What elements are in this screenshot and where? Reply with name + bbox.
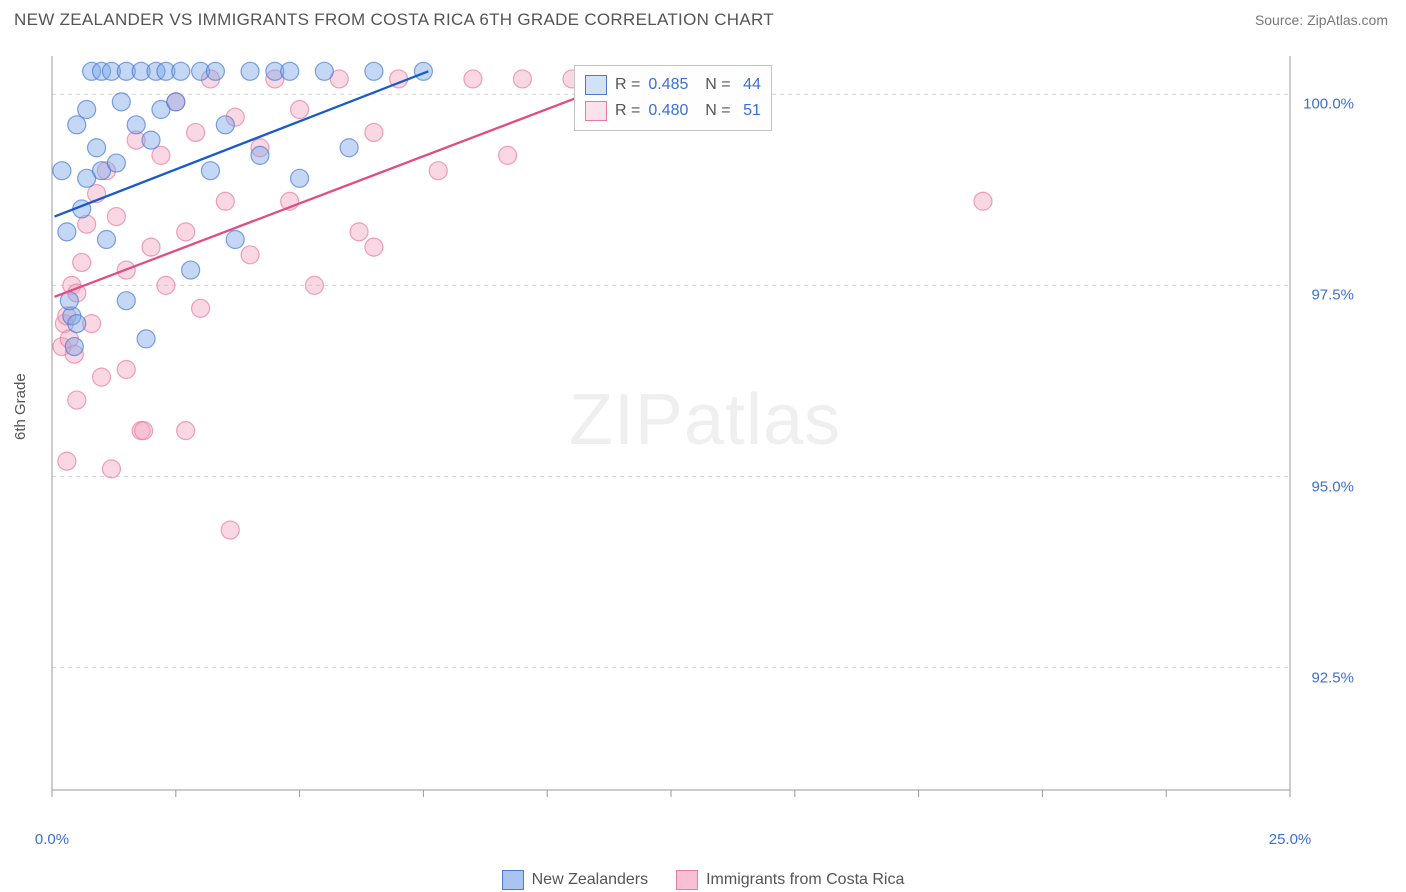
legend-correlation-row: R = 0.480 N = 51 xyxy=(585,98,761,124)
chart-container: 6th Grade ZIPatlas R = 0.485 N = 44R = 0… xyxy=(0,40,1406,860)
plot-area: ZIPatlas R = 0.485 N = 44R = 0.480 N = 5… xyxy=(50,50,1360,820)
x-tick-label: 0.0% xyxy=(35,831,69,848)
y-tick-label: 92.5% xyxy=(1311,669,1354,686)
scatter-chart xyxy=(50,50,1360,820)
y-axis-label: 6th Grade xyxy=(12,373,29,440)
legend-correlation-row: R = 0.485 N = 44 xyxy=(585,72,761,98)
y-tick-label: 95.0% xyxy=(1311,478,1354,495)
y-tick-label: 97.5% xyxy=(1311,287,1354,304)
source-label: Source: ZipAtlas.com xyxy=(1255,12,1388,28)
y-tick-label: 100.0% xyxy=(1303,96,1354,113)
legend-series-item: Immigrants from Costa Rica xyxy=(676,870,904,890)
x-tick-label: 25.0% xyxy=(1269,831,1312,848)
series-legend: New Zealanders Immigrants from Costa Rica xyxy=(0,870,1406,890)
legend-series-item: New Zealanders xyxy=(502,870,649,890)
correlation-legend: R = 0.485 N = 44R = 0.480 N = 51 xyxy=(574,65,772,131)
chart-title: NEW ZEALANDER VS IMMIGRANTS FROM COSTA R… xyxy=(14,10,774,30)
